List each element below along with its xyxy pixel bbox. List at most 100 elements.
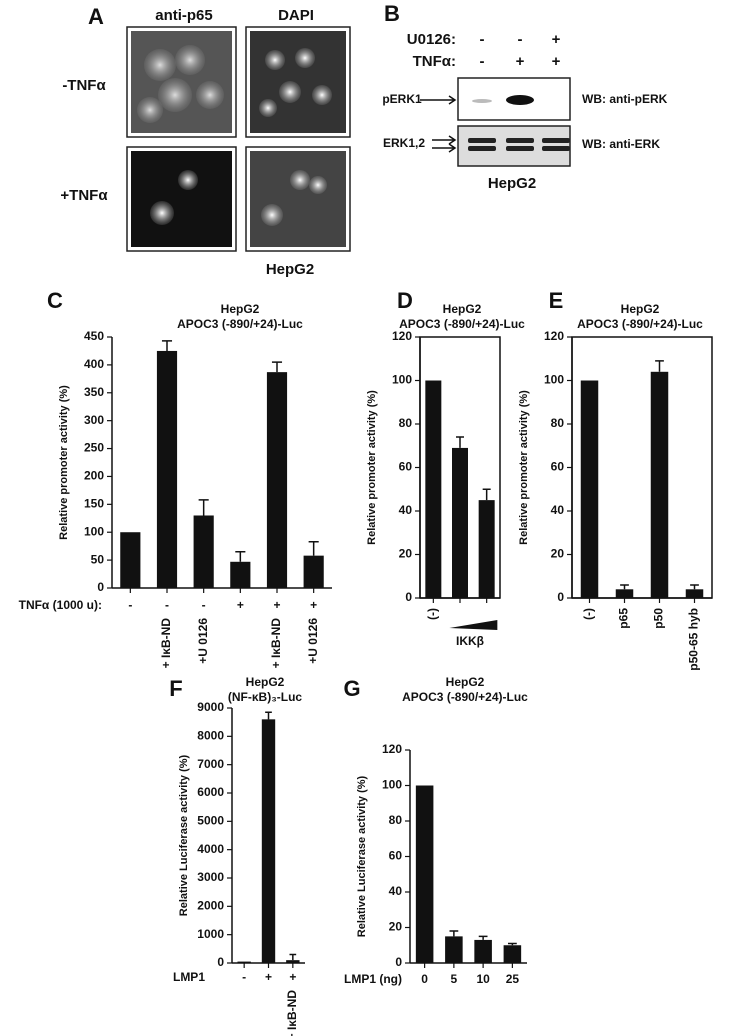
treatment-value: - [518, 31, 523, 48]
x-tick-label: p50-65 hyb [687, 608, 701, 671]
caption: HepG2 [488, 175, 536, 192]
arrow [432, 135, 457, 153]
y-tick-label: 4000 [197, 842, 224, 856]
y-tick-label: 20 [551, 547, 565, 561]
band [506, 146, 534, 151]
y-tick-label: 40 [399, 503, 413, 517]
y-tick-label: 0 [557, 590, 564, 604]
cell [137, 97, 163, 123]
bar [261, 719, 276, 963]
y-tick-label: 120 [392, 329, 412, 343]
bar [286, 960, 300, 963]
chart-title: HepG2 [446, 675, 485, 689]
x-tick-label: p50 [652, 608, 666, 629]
y-tick-label: 100 [382, 778, 402, 792]
bar [415, 785, 434, 963]
y-axis-label: Relative promoter activity (%) [366, 390, 378, 545]
bar [503, 945, 522, 963]
nucleus [312, 85, 332, 105]
error-bar [449, 930, 459, 937]
error-bar [271, 361, 283, 373]
bar [685, 589, 704, 598]
nucleus [279, 81, 301, 103]
error-bar [235, 550, 246, 562]
nucleus [178, 170, 198, 190]
condition-label: TNFα (1000 u): [19, 598, 102, 612]
y-tick-label: 60 [389, 849, 403, 863]
cell [158, 78, 192, 112]
bar [615, 589, 634, 598]
error-bar [289, 953, 297, 961]
treatment-value: + [552, 53, 561, 70]
error-bar [507, 942, 517, 946]
y-tick-label: 8000 [197, 729, 224, 743]
error-bar [265, 711, 272, 720]
error-bar [198, 499, 209, 516]
nucleus [265, 50, 285, 70]
treatment-value: - [480, 53, 485, 70]
y-tick-label: 0 [97, 580, 104, 594]
row-label: +TNFα [60, 187, 108, 204]
chart-subtitle: (NF-κB)₃-Luc [228, 690, 303, 704]
treatment-value: - [480, 31, 485, 48]
x-tick-label: 25 [506, 972, 520, 986]
band [472, 99, 492, 103]
condition-value: + [237, 598, 244, 612]
y-axis-label: Relative Luciferase activity (%) [178, 754, 190, 916]
y-tick-label: 400 [84, 357, 104, 371]
error-bar [690, 584, 699, 590]
condition-value: - [242, 970, 246, 984]
y-tick-label: 80 [551, 416, 565, 430]
y-tick-label: 450 [84, 329, 104, 343]
bar [156, 350, 178, 588]
bar [474, 939, 492, 963]
error-bar [620, 584, 629, 590]
condition-value: + [265, 970, 272, 984]
panel-letter: F [169, 676, 182, 701]
column-label: anti-p65 [155, 7, 213, 24]
error-bar [655, 360, 664, 372]
y-tick-label: 50 [91, 552, 105, 566]
condition-value: - [128, 598, 132, 612]
y-tick-label: 120 [544, 329, 564, 343]
x-tick-label: 5 [451, 972, 458, 986]
row-label: -TNFα [62, 77, 106, 94]
chart-title: HepG2 [221, 302, 260, 316]
cell [175, 45, 205, 75]
x-tick-label: +U 0126 [306, 618, 320, 664]
bar [237, 961, 251, 963]
y-axis-label: Relative promoter activity (%) [518, 390, 530, 545]
nucleus [309, 176, 327, 194]
band-label: pERK1 [382, 92, 422, 106]
x-tick-label: + IκB-ND [285, 990, 299, 1036]
y-tick-label: 0 [395, 955, 402, 969]
bar [452, 447, 468, 598]
bar [445, 936, 463, 963]
y-tick-label: 350 [84, 385, 104, 399]
bar [193, 515, 214, 588]
bar [230, 561, 251, 588]
condition-label: LMP1 [173, 970, 205, 984]
y-tick-label: 150 [84, 497, 104, 511]
micrograph [131, 151, 232, 247]
y-tick-label: 1000 [197, 927, 224, 941]
y-tick-label: 0 [217, 955, 224, 969]
bar [303, 555, 324, 588]
antibody-label: WB: anti-ERK [582, 137, 660, 151]
panel-letter: A [88, 4, 104, 29]
y-tick-label: 5000 [197, 814, 224, 828]
y-axis-label: Relative Luciferase activity (%) [356, 775, 368, 937]
x-tick-label: 10 [476, 972, 490, 986]
y-tick-label: 120 [382, 742, 402, 756]
chart-subtitle: APOC3 (-890/+24)-Luc [402, 690, 528, 704]
condition-value: + [310, 598, 317, 612]
condition-value: - [165, 598, 169, 612]
chart-subtitle: APOC3 (-890/+24)-Luc [177, 317, 303, 331]
y-tick-label: 6000 [197, 785, 224, 799]
chart-title: HepG2 [621, 302, 660, 316]
bar [478, 500, 495, 598]
bar [120, 532, 141, 588]
y-tick-label: 100 [544, 373, 564, 387]
